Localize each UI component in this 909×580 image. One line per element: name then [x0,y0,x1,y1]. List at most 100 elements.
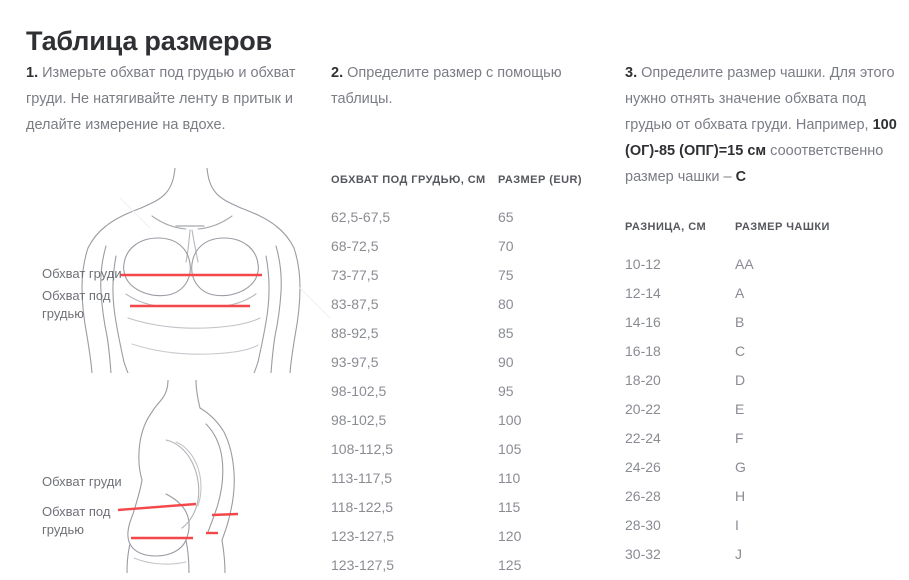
cell-range: 26-28 [625,488,661,504]
table-row: 98-102,5 95 [331,377,611,406]
cell-size: H [735,488,746,504]
cell-size: 125 [498,557,522,573]
cell-range: 73-77,5 [331,267,379,283]
cell-size: 115 [498,499,521,515]
step-one-paragraph: 1. Измерьте обхват под грудью и обхват г… [26,60,296,138]
cell-range: 16-18 [625,343,661,359]
table-row: 12-14 A [625,279,895,308]
cell-range: 18-20 [625,372,661,388]
measure-lines-side [117,502,239,540]
table-row: 62,5-67,5 65 [331,203,611,232]
cell-size: F [735,430,744,446]
cell-size: 110 [498,470,521,486]
cell-range: 28-30 [625,517,661,533]
table-row: 20-22 E [625,395,895,424]
step-three-text-b: сооответственно размер чашки – [625,143,884,185]
cell-size: E [735,401,745,417]
cell-range: 123-127,5 [331,557,395,573]
cell-range: 14-16 [625,314,661,330]
step-one-text: Измерьте обхват под грудью и обхват груд… [26,65,296,133]
table-row: 18-20 D [625,366,895,395]
cell-size: C [735,343,746,359]
cell-size: 70 [498,238,514,254]
table-row: 118-122,5 115 [331,493,611,522]
cell-range: 10-12 [625,256,661,272]
table-row: 88-92,5 85 [331,319,611,348]
cup-size-table: РАЗНИЦА, СМ РАЗМЕР ЧАШКИ 10-12 AA 12-14 A 14… [625,218,895,569]
step-two-text: Определите размер с помощью таблицы. [331,65,562,107]
label-underbust-side: Обхват под грудью [42,504,111,537]
table-row: 68-72,5 70 [331,232,611,261]
measure-lines-front [120,273,262,308]
cell-size: G [735,459,746,475]
bust-size-table: ОБХВАТ ПОД ГРУДЬЮ, СМ РАЗМЕР (EUR) 62,5-… [331,171,611,580]
column-header-eur-size: РАЗМЕР (EUR) [498,174,583,186]
cell-range: 62,5-67,5 [331,209,391,225]
cell-size: A [735,285,745,301]
cell-range: 83-87,5 [331,296,379,312]
table-row: 26-28 H [625,482,895,511]
cup-table-wrapper: РАЗНИЦА, СМ РАЗМЕР ЧАШКИ 10-12 AA 12-14 A 14… [625,218,895,569]
table-row: 10-12 AA [625,250,895,279]
cell-range: 98-102,5 [331,412,387,428]
cell-size: 95 [498,383,514,399]
cell-size: 90 [498,354,514,370]
cell-size: 100 [498,412,522,428]
column-step-one: 1. Измерьте обхват под грудью и обхват г… [26,60,296,138]
cell-size: AA [735,256,754,272]
table-row: 123-127,5 120 [331,522,611,551]
cell-range: 24-26 [625,459,661,475]
step-two-paragraph: 2. Определите размер с помощью таблицы. [331,60,611,112]
cell-size: J [735,546,742,562]
table-row: 24-26 G [625,453,895,482]
label-underbust-front: Обхват под грудью [42,288,111,321]
illustration-front-view [0,168,330,373]
cell-range: 118-122,5 [331,499,394,515]
step-three-paragraph: 3. Определите размер чашки. Для этого ну… [625,60,900,190]
column-header-underbust: ОБХВАТ ПОД ГРУДЬЮ, СМ [331,174,486,186]
table-row: 108-112,5 105 [331,435,611,464]
table-row: 14-16 B [625,308,895,337]
cup-table-body: 10-12 AA 12-14 A 14-16 B 16-18 C 18-20 D 20-22 E 22-… [625,250,895,569]
cell-range: 113-117,5 [331,470,392,486]
step-three-text-a: Определите размер чашки. Для этого нужно… [625,65,895,133]
step-three-cup-result: С [735,169,747,185]
cell-size: 75 [498,267,514,283]
bust-table-body: 62,5-67,5 65 68-72,5 70 73-77,5 75 83-87,5 80 88… [331,203,611,580]
cell-size: I [735,517,739,533]
table-header-row: РАЗНИЦА, СМ РАЗМЕР ЧАШКИ [625,218,895,250]
cell-size: B [735,314,745,330]
step-three-number: 3. [625,65,638,81]
column-step-three: 3. Определите размер чашки. Для этого ну… [625,60,900,190]
cell-range: 98-102,5 [331,383,387,399]
page-title: Таблица размеров [26,26,272,57]
cell-size: D [735,372,746,388]
cell-range: 93-97,5 [331,354,379,370]
column-step-two: 2. Определите размер с помощью таблицы. … [331,60,611,580]
cell-range: 68-72,5 [331,238,379,254]
table-row: 83-87,5 80 [331,290,611,319]
step-three-formula: 100 (ОГ)-85 (ОПГ)=15 см [625,117,897,159]
column-header-cup-size: РАЗМЕР ЧАШКИ [735,221,830,233]
cell-range: 20-22 [625,401,661,417]
cell-size: 120 [498,528,522,544]
illustration-side-view [0,380,330,573]
table-row: 113-117,5 110 [331,464,611,493]
cell-range: 30-32 [625,546,661,562]
table-row: 16-18 C [625,337,895,366]
table-row: 28-30 I [625,511,895,540]
cell-size: 85 [498,325,514,341]
table-row: 123-127,5 125 [331,551,611,580]
cell-size: 105 [498,441,522,457]
cell-size: 80 [498,296,514,312]
label-bust-side: Обхват груди [42,474,122,489]
step-one-number: 1. [26,65,39,81]
cell-range: 12-14 [625,285,661,301]
cell-range: 123-127,5 [331,528,395,544]
cell-range: 88-92,5 [331,325,379,341]
table-row: 93-97,5 90 [331,348,611,377]
cell-range: 22-24 [625,430,661,446]
table-row: 73-77,5 75 [331,261,611,290]
side-body-outline-icon [117,380,239,573]
cell-range: 108-112,5 [331,441,394,457]
